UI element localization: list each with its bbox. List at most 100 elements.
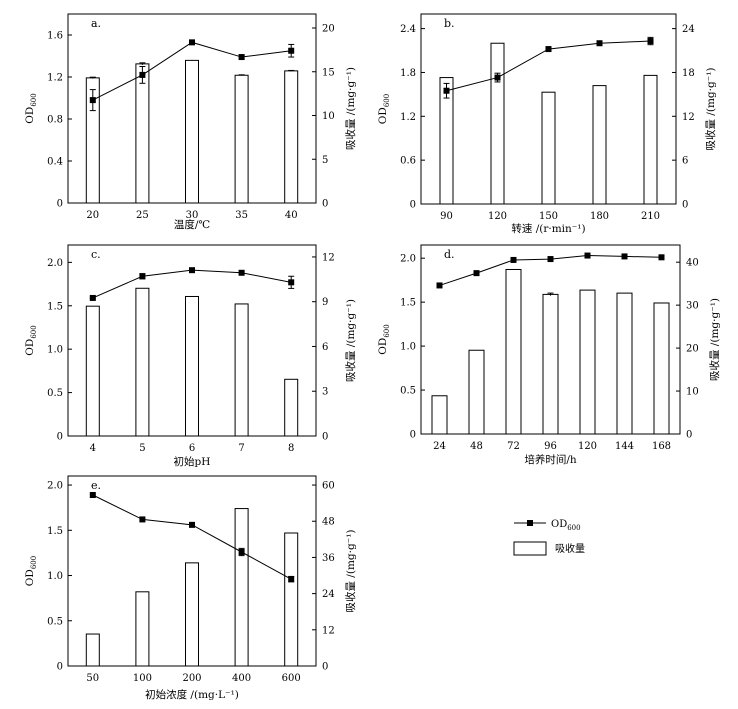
left-tick-label: 1.0 [47, 345, 63, 356]
bar [592, 85, 607, 205]
od-marker [436, 282, 443, 289]
od-marker [189, 39, 195, 46]
x-tick-label: 40 [285, 210, 298, 221]
od-marker [658, 254, 665, 261]
bar [135, 287, 150, 437]
left-tick-label: 0.6 [400, 156, 416, 167]
right-tick-label: 0 [682, 200, 688, 211]
left-tick-label: 0.5 [47, 388, 63, 399]
panel-label: a. [91, 17, 101, 30]
od-marker [139, 71, 146, 78]
od-marker [545, 46, 552, 53]
bar [643, 74, 658, 205]
od-marker [89, 294, 96, 301]
left-axis-title: OD600 [24, 556, 38, 586]
right-tick-label: 0 [322, 199, 328, 210]
od-marker [494, 74, 501, 81]
right-tick-label: 60 [322, 481, 335, 492]
od-marker [189, 267, 195, 274]
right-axis-title: 吸收量 /(mg·g⁻¹) [704, 67, 717, 150]
od-marker [510, 256, 517, 263]
x-tick-label: 180 [590, 211, 609, 222]
od-marker [584, 252, 591, 259]
panel-b-chart: 0 0.6 1.2 1.8 2.4 0 6 12 18 24 90 120 150 180 210 b. 转速 … [377, 13, 717, 235]
left-tick-label: 1.5 [47, 301, 63, 312]
panel-label: e. [91, 479, 101, 492]
x-axis-title: 温度/℃ [174, 218, 211, 231]
x-tick-label: 200 [182, 673, 201, 684]
right-tick-label: 12 [682, 112, 695, 123]
bar [185, 295, 199, 437]
x-tick-label: 50 [86, 673, 99, 684]
x-tick-label: 100 [133, 673, 152, 684]
bar [439, 77, 454, 205]
right-tick-label: 24 [322, 589, 335, 600]
panel-e-chart: 0 0.5 1.0 1.5 2.0 0 12 24 36 48 60 50 100 200 400 600 e.… [24, 475, 357, 701]
bar [490, 42, 505, 205]
x-tick-label: 150 [539, 211, 558, 222]
left-tick-label: 1.2 [400, 112, 416, 123]
right-tick-label: 15 [322, 67, 335, 78]
od-marker [621, 253, 628, 260]
x-tick-label: 20 [86, 210, 99, 221]
right-tick-label: 0 [686, 430, 692, 441]
x-tick-label: 5 [139, 443, 145, 454]
bar [505, 268, 522, 435]
left-tick-label: 0 [410, 430, 416, 441]
x-tick-label: 600 [282, 673, 301, 684]
od-marker [238, 549, 245, 555]
x-tick-label: 96 [544, 441, 557, 452]
right-tick-label: 10 [322, 111, 335, 122]
bar [234, 74, 249, 204]
right-axis-title: 吸收量 /(mg·g⁻¹) [344, 67, 357, 150]
od-marker [139, 516, 146, 523]
legend-line-marker [527, 520, 533, 526]
od-marker [473, 270, 480, 277]
panel-a-chart: 0 0.4 0.8 1.2 1.6 0 5 10 15 20 20 25 30 35 40 a. 温度/℃ OD6… [24, 13, 357, 231]
right-tick-label: 40 [686, 258, 699, 269]
x-tick-label: 144 [615, 441, 634, 452]
bar [284, 70, 299, 204]
left-tick-label: 0.4 [47, 157, 63, 168]
left-tick-label: 0 [410, 200, 416, 211]
right-tick-label: 20 [686, 344, 699, 355]
x-tick-label: 6 [189, 443, 195, 454]
bar [135, 591, 150, 667]
od-marker [443, 87, 450, 94]
bar [284, 378, 299, 437]
right-tick-label: 9 [322, 297, 328, 308]
legend-bar-swatch [513, 541, 547, 556]
panel-c-chart: 0 0.5 1.0 1.5 2.0 0 3 6 9 12 4 5 6 7 8 c. 初始pH OD600 吸收量 /… [24, 244, 357, 468]
x-tick-label: 400 [232, 673, 251, 684]
x-axis-title: 培养时间/h [524, 453, 577, 466]
legend: OD600 吸收量 [513, 519, 585, 556]
right-tick-label: 0 [322, 662, 328, 673]
bar [234, 508, 249, 667]
x-tick-label: 210 [641, 211, 660, 222]
right-axis-title: 吸收量 /(mg·g⁻¹) [708, 298, 721, 381]
x-tick-label: 90 [440, 211, 453, 222]
right-tick-label: 18 [682, 68, 695, 79]
od-marker [547, 256, 554, 263]
bar [85, 305, 100, 437]
bar [653, 302, 670, 435]
od-marker [288, 576, 295, 583]
right-tick-label: 6 [322, 342, 328, 353]
x-tick-label: 168 [652, 441, 671, 452]
x-tick-label: 7 [238, 443, 244, 454]
od-marker [596, 40, 603, 47]
x-tick-label: 72 [507, 441, 520, 452]
left-tick-label: 0.8 [47, 115, 63, 126]
od-marker [189, 521, 195, 528]
right-tick-label: 0 [322, 432, 328, 443]
bar [185, 562, 199, 667]
left-tick-label: 2.0 [47, 258, 63, 269]
panel-label: c. [91, 248, 101, 261]
right-tick-label: 12 [322, 625, 335, 636]
x-axis-title: 初始pH [174, 455, 211, 468]
panel-d-chart: 0 0.5 1.0 1.5 2.0 0 10 20 30 40 24 48 72 96 120 144 168 d… [377, 244, 721, 466]
bar [468, 349, 485, 435]
left-axis-title: OD600 [377, 94, 391, 124]
bar [185, 59, 199, 204]
